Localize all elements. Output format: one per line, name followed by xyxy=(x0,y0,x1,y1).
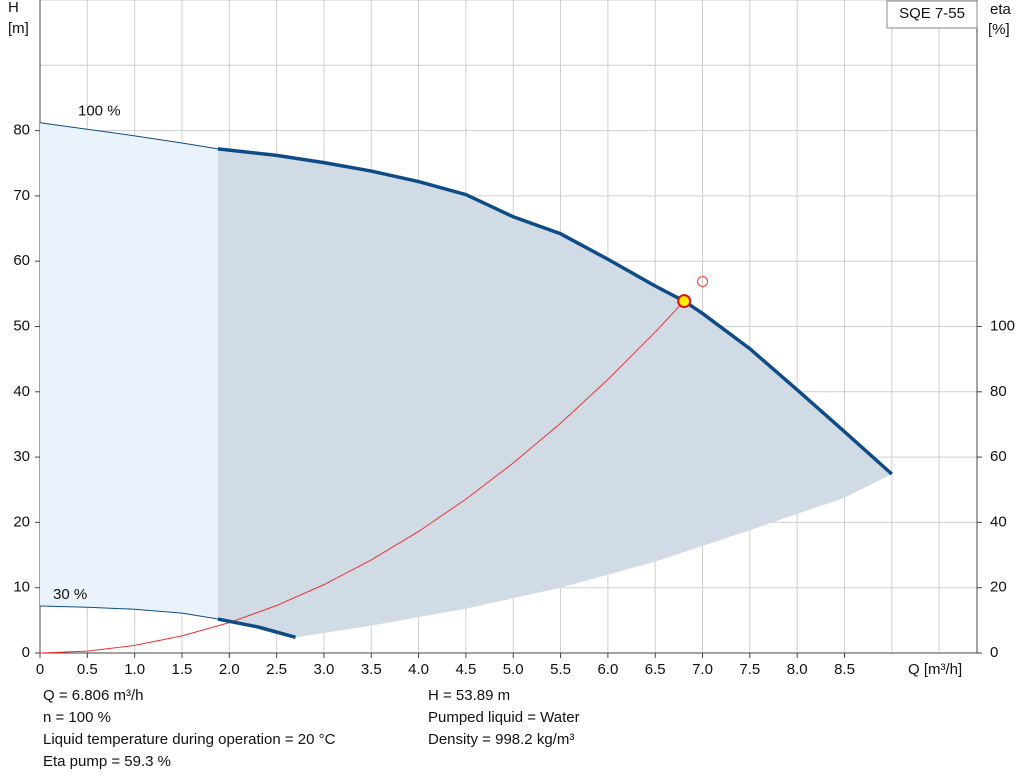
y2-tick-label: 40 xyxy=(990,513,1007,530)
x-tick-label: 5.0 xyxy=(503,661,524,678)
y-tick-label: 60 xyxy=(13,252,30,269)
y-tick-label: 50 xyxy=(13,317,30,334)
title-box xyxy=(886,0,978,29)
x-tick-label: 4.0 xyxy=(408,661,429,678)
x-tick-label: 2.5 xyxy=(266,661,287,678)
y-tick-label: 0 xyxy=(22,644,30,661)
x-tick-label: 8.0 xyxy=(787,661,808,678)
info-text: n = 100 % xyxy=(43,709,111,726)
curve-label: 30 % xyxy=(53,586,87,603)
y-tick-label: 10 xyxy=(13,579,30,596)
operating-point xyxy=(677,294,692,309)
x-tick-label: 7.5 xyxy=(739,661,760,678)
x-tick-label: 0 xyxy=(36,661,44,678)
y2-tick-label: 100 xyxy=(990,317,1015,334)
curve-label: 100 % xyxy=(78,103,121,120)
pump-curve xyxy=(217,147,893,476)
low-flow-area xyxy=(40,122,218,620)
info-text: Liquid temperature during operation = 20… xyxy=(43,731,336,748)
x-tick-label: 3.0 xyxy=(314,661,335,678)
x-tick-label: 6.5 xyxy=(645,661,666,678)
y-axis-label: H xyxy=(8,0,19,16)
x-tick-label: 5.5 xyxy=(550,661,571,678)
y-tick-label: 40 xyxy=(13,383,30,400)
x-axis-label: Q [m³/h] xyxy=(908,661,962,678)
requested-point xyxy=(697,275,709,287)
x-tick-label: 3.5 xyxy=(361,661,382,678)
y-tick-label: 20 xyxy=(13,513,30,530)
x-tick-label: 2.0 xyxy=(219,661,240,678)
info-text: Pumped liquid = Water xyxy=(428,709,580,726)
y2-tick-label: 80 xyxy=(990,383,1007,400)
x-tick-label: 0.5 xyxy=(77,661,98,678)
plot: 100 % 30 % xyxy=(39,103,893,654)
y2-tick-label: 0 xyxy=(990,644,998,661)
info-text: Eta pump = 59.3 % xyxy=(43,753,171,770)
info-text: Q = 6.806 m³/h xyxy=(43,687,143,704)
x-tick-label: 8.5 xyxy=(834,661,855,678)
info-text: H = 53.89 m xyxy=(428,687,510,704)
system-curve xyxy=(39,300,685,654)
x-tick-label: 4.5 xyxy=(455,661,476,678)
y2-axis-unit: [%] xyxy=(988,21,1010,38)
y2-axis-label: eta xyxy=(990,1,1012,18)
x-tick-label: 1.0 xyxy=(124,661,145,678)
pump-curve xyxy=(217,617,297,640)
y2-tick-label: 20 xyxy=(990,579,1007,596)
pump-curve-thin xyxy=(39,122,219,150)
chart-title: SQE 7-55 xyxy=(899,5,965,22)
operating-area xyxy=(40,122,892,638)
y2-tick-label: 60 xyxy=(990,448,1007,465)
x-tick-label: 6.0 xyxy=(597,661,618,678)
info-text: Density = 998.2 kg/m³ xyxy=(428,731,574,748)
y-tick-label: 80 xyxy=(13,122,30,139)
y-axis-unit: [m] xyxy=(8,20,29,37)
pump-curve-thin xyxy=(39,605,219,620)
y-tick-label: 70 xyxy=(13,187,30,204)
x-tick-label: 7.0 xyxy=(692,661,713,678)
x-tick-label: 1.5 xyxy=(172,661,193,678)
y-tick-label: 30 xyxy=(13,448,30,465)
